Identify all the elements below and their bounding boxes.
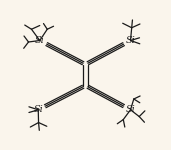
Text: Si: Si bbox=[35, 36, 45, 45]
Text: Si: Si bbox=[33, 105, 43, 114]
Text: Si: Si bbox=[126, 105, 135, 114]
Text: Si: Si bbox=[126, 36, 135, 45]
